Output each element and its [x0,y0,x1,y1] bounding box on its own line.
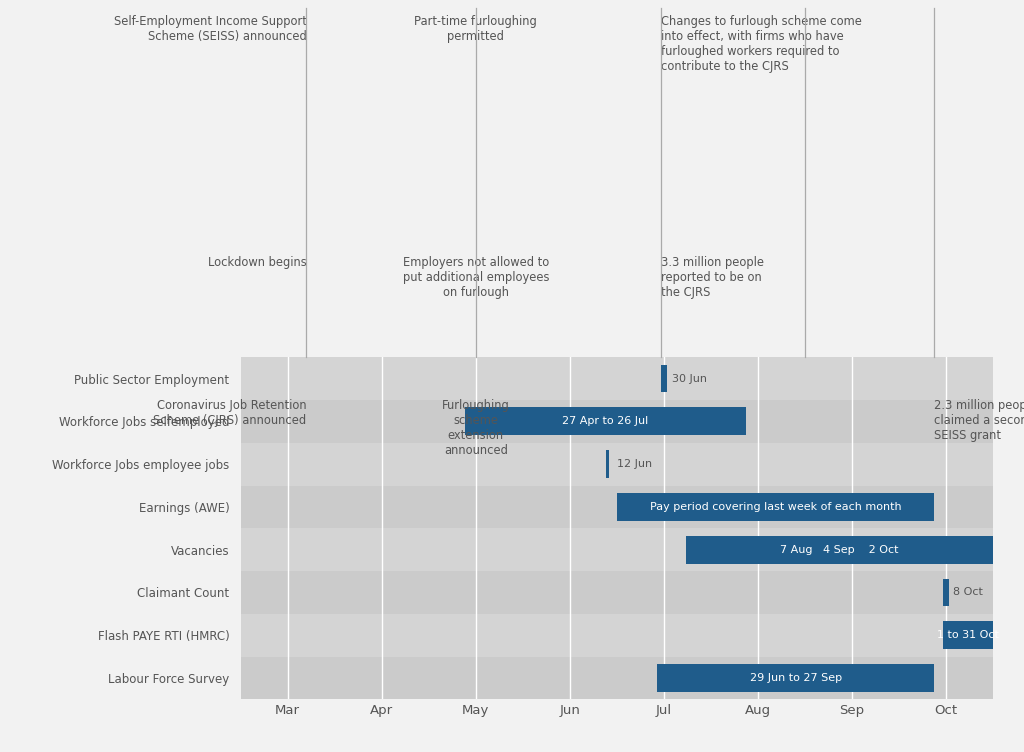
Bar [943,578,949,606]
Text: 1 to 31 Oct: 1 to 31 Oct [937,630,999,640]
Text: 3.3 million people
reported to be on
the CJRS: 3.3 million people reported to be on the… [662,256,764,299]
Text: Part-time furloughing
permitted: Part-time furloughing permitted [415,15,538,43]
Bar [465,408,745,435]
Text: Lockdown begins: Lockdown begins [208,256,306,268]
Bar [241,357,993,400]
Text: Furloughing
scheme
extension
announced: Furloughing scheme extension announced [442,399,510,456]
Text: 12 Jun: 12 Jun [616,459,652,469]
Bar [241,443,993,486]
Bar [662,365,667,393]
Text: Changes to furlough scheme come
into effect, with firms who have
furloughed work: Changes to furlough scheme come into eff… [662,15,862,73]
Text: Pay period covering last week of each month: Pay period covering last week of each mo… [649,502,901,512]
Text: 7 Aug   4 Sep    2 Oct: 7 Aug 4 Sep 2 Oct [780,544,899,555]
Bar [657,664,934,692]
Text: 8 Oct: 8 Oct [952,587,983,597]
Text: Self-Employment Income Support
Scheme (SEISS) announced: Self-Employment Income Support Scheme (S… [114,15,306,43]
Bar [241,486,993,528]
Bar [241,656,993,699]
Bar [605,450,609,478]
Text: 2.3 million people
claimed a second
SEISS grant: 2.3 million people claimed a second SEIS… [934,399,1024,441]
Bar [241,400,993,443]
Bar [241,528,993,571]
Bar [241,614,993,656]
Bar [943,621,993,649]
Text: Employers not allowed to
put additional employees
on furlough: Employers not allowed to put additional … [402,256,549,299]
Text: 29 Jun to 27 Sep: 29 Jun to 27 Sep [750,673,842,683]
Text: 27 Apr to 26 Jul: 27 Apr to 26 Jul [562,417,648,426]
Text: 30 Jun: 30 Jun [672,374,707,384]
Bar [686,535,993,563]
Bar [616,493,934,521]
Text: Coronavirus Job Retention
Scheme (CJRS) announced: Coronavirus Job Retention Scheme (CJRS) … [154,399,306,426]
Bar [241,571,993,614]
